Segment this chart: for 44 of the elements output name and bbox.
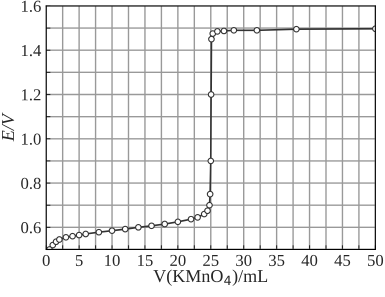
point xyxy=(188,216,194,222)
x-tick-label: 0 xyxy=(42,254,50,266)
point xyxy=(96,228,102,236)
point xyxy=(254,26,260,34)
point xyxy=(208,36,215,42)
x-tick-label: 15 xyxy=(138,254,153,266)
point xyxy=(148,222,155,230)
point xyxy=(214,28,221,35)
y-tick-label: 1.4 xyxy=(22,45,42,56)
y-tick-label: 1.0 xyxy=(22,133,41,145)
x-tick-label: 20 xyxy=(170,254,186,266)
point xyxy=(206,190,214,198)
y-tick-label: 1.6 xyxy=(22,0,41,12)
x-tick-label: 5 xyxy=(76,254,83,266)
x-tick-label: 30 xyxy=(236,254,252,266)
point xyxy=(82,230,90,238)
point xyxy=(208,91,214,98)
x-tick-label: 45 xyxy=(334,254,350,266)
x-tick-label: 40 xyxy=(302,254,318,266)
point xyxy=(62,234,70,241)
point xyxy=(56,236,63,243)
x-tick-label: 10 xyxy=(105,254,120,266)
x-tick-label: 35 xyxy=(269,254,284,266)
x-axis-title: V(KMnO$_{4}$)/mL xyxy=(153,269,268,286)
point xyxy=(76,232,82,238)
y-tick-label: 0.8 xyxy=(21,178,41,190)
point xyxy=(174,218,182,226)
point xyxy=(122,226,129,232)
y-axis-title: E/V xyxy=(2,112,14,142)
y-tick-label: 0.6 xyxy=(21,222,41,234)
x-tick-label: 25 xyxy=(203,254,218,266)
point xyxy=(135,224,142,231)
point xyxy=(161,220,168,228)
point xyxy=(194,214,201,221)
point xyxy=(293,26,300,33)
point xyxy=(206,202,213,209)
y-tick-label: 1.2 xyxy=(22,89,40,101)
point xyxy=(220,28,228,34)
point xyxy=(108,227,116,234)
point xyxy=(207,158,214,164)
x-tick-label: 50 xyxy=(368,254,384,266)
point xyxy=(204,207,211,214)
point xyxy=(230,26,238,34)
point xyxy=(69,232,76,240)
